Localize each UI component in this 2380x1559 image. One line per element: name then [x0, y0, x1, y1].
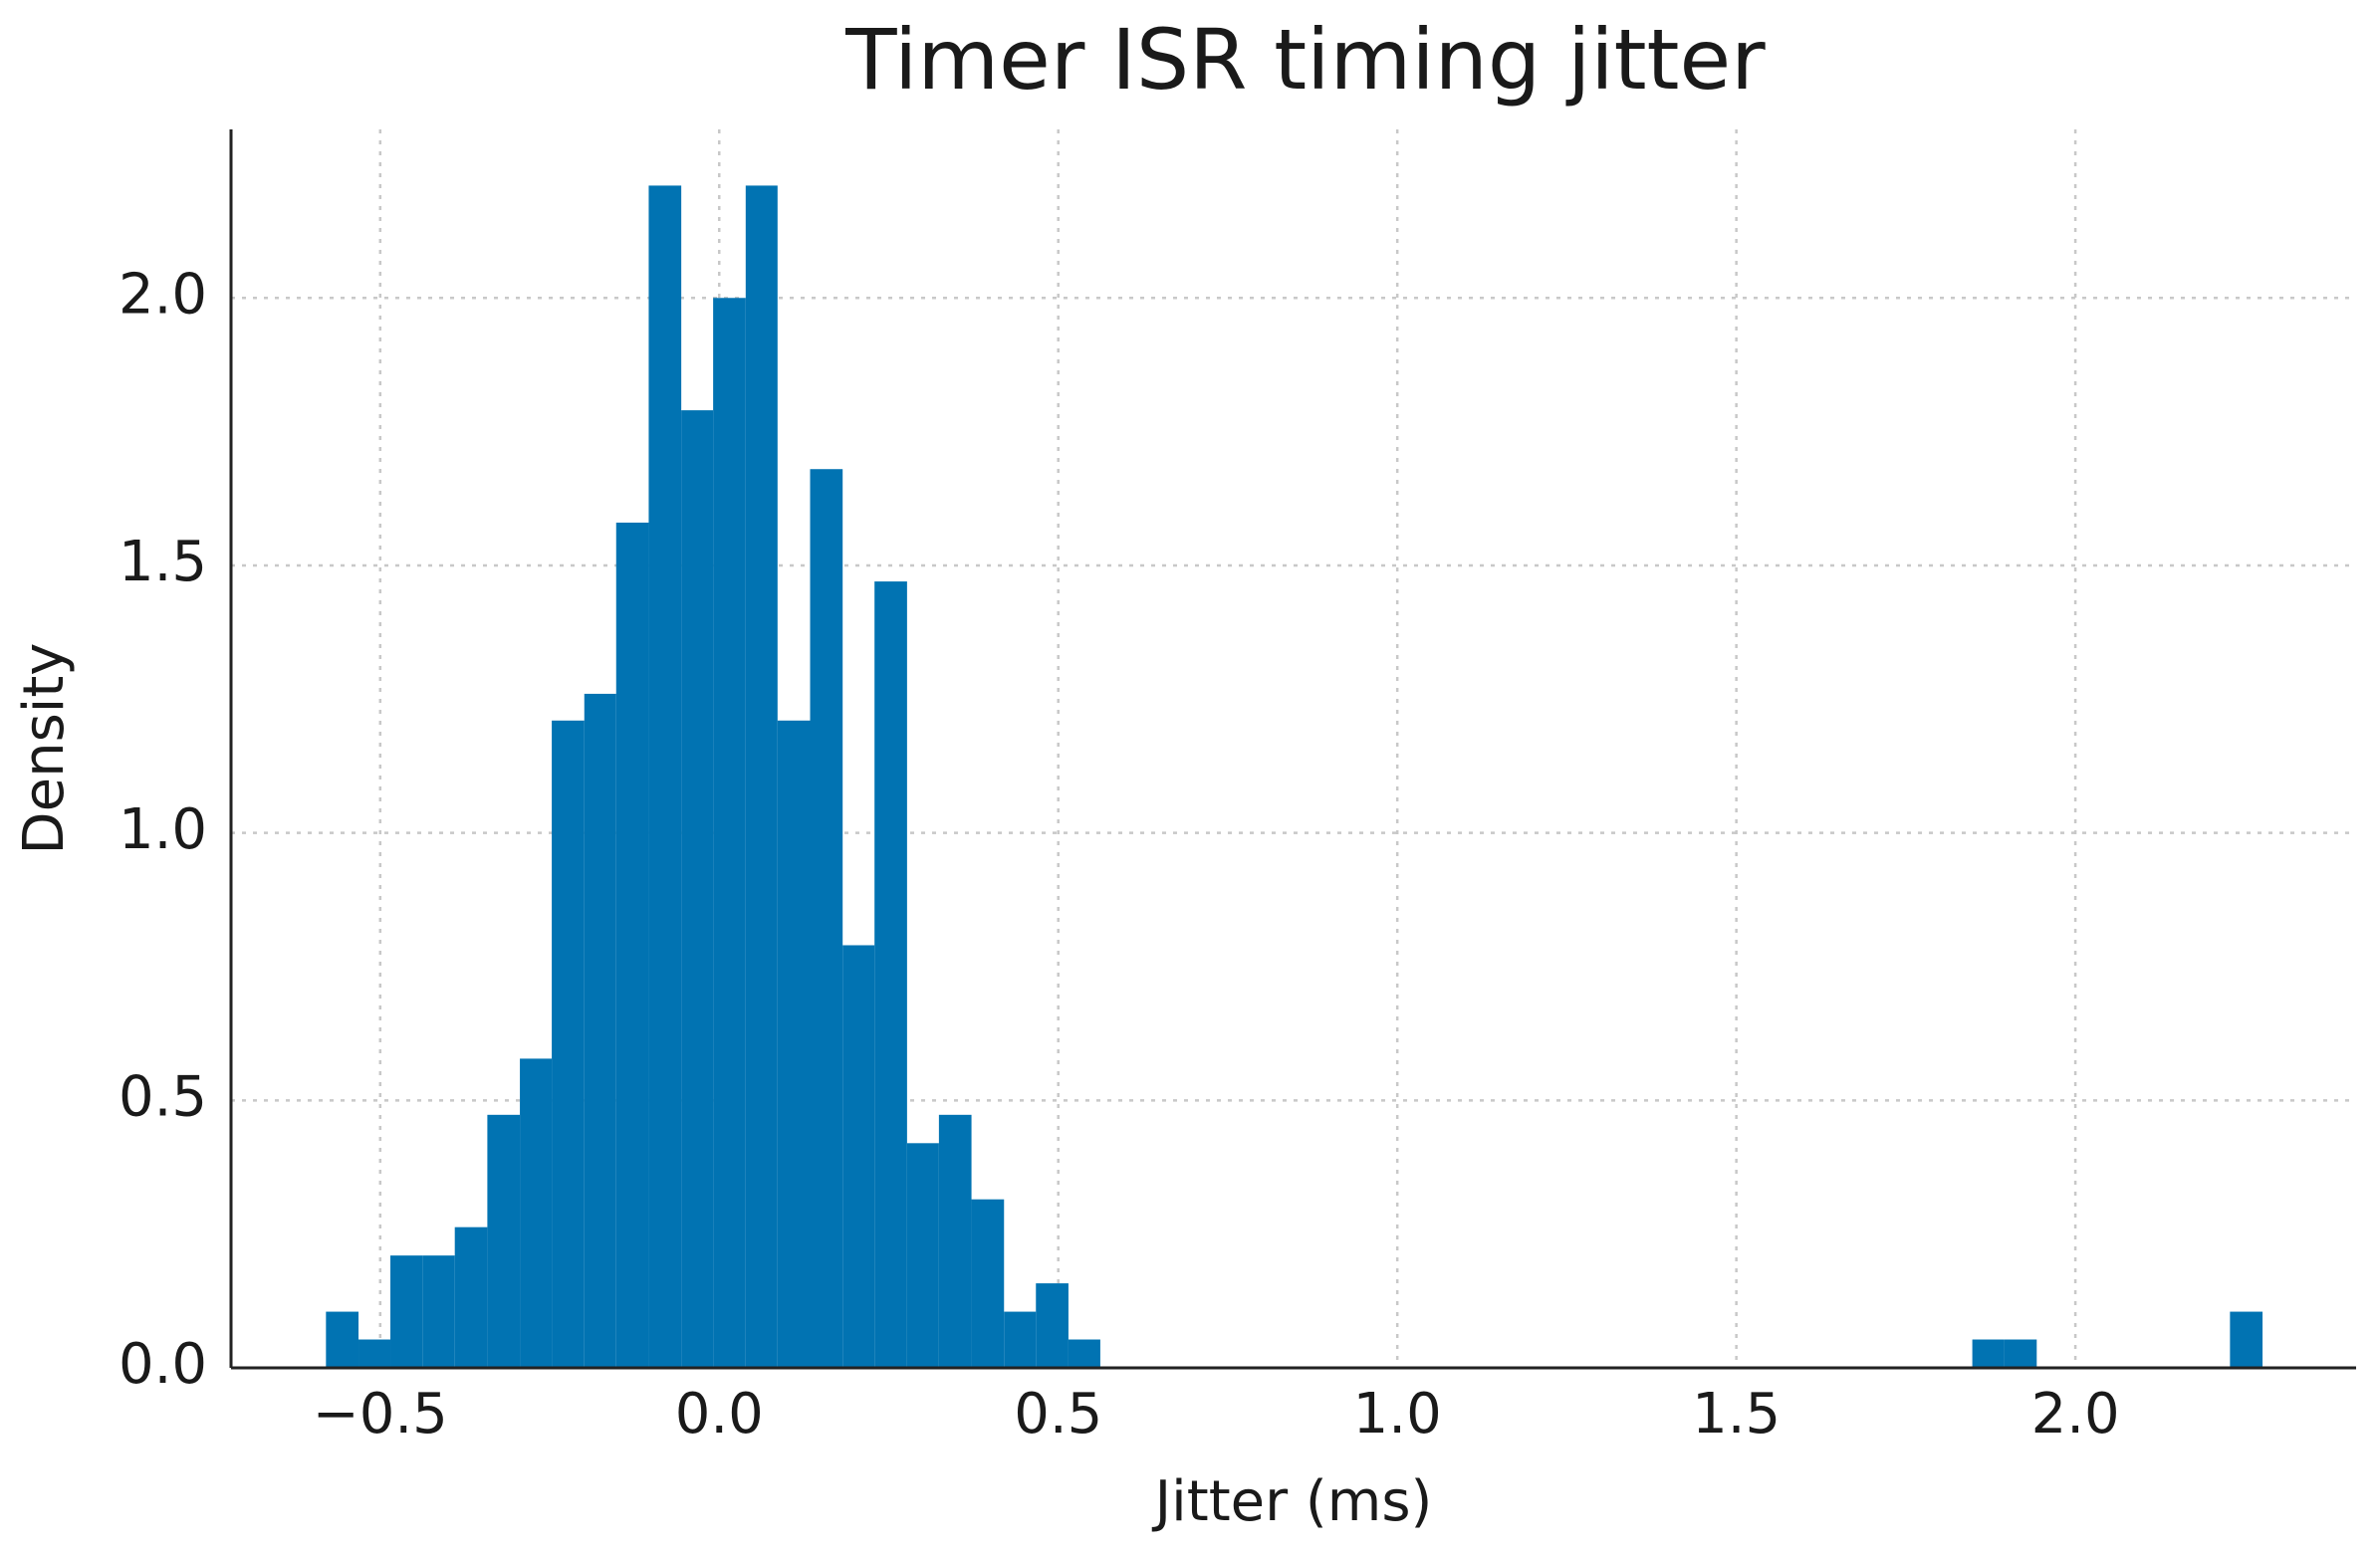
- bar: [454, 1226, 488, 1368]
- bar: [520, 1058, 553, 1368]
- bar: [648, 185, 682, 1368]
- bar: [938, 1114, 972, 1368]
- bar: [842, 945, 875, 1368]
- x-tick-label: −0.5: [313, 1382, 448, 1447]
- x-tick-label: 1.5: [1692, 1382, 1781, 1447]
- bar: [326, 1311, 359, 1368]
- bar: [552, 720, 585, 1368]
- bar: [584, 693, 616, 1368]
- x-tick-label: 2.0: [2031, 1382, 2120, 1447]
- bar: [810, 469, 843, 1368]
- bar: [777, 720, 811, 1368]
- bar: [906, 1143, 939, 1368]
- y-tick-label: 0.5: [119, 1064, 207, 1129]
- bar: [745, 185, 778, 1368]
- y-tick-label: 1.5: [119, 530, 207, 594]
- chart-title: Timer ISR timing jitter: [844, 11, 1766, 109]
- bar: [1004, 1311, 1037, 1368]
- bar: [487, 1114, 521, 1368]
- x-tick-label: 1.0: [1353, 1382, 1442, 1447]
- y-tick-label: 2.0: [119, 262, 207, 327]
- bar: [390, 1255, 423, 1368]
- y-tick-label: 0.0: [119, 1332, 207, 1397]
- bar: [971, 1199, 1005, 1368]
- bar: [1036, 1283, 1069, 1368]
- bar: [422, 1255, 455, 1368]
- y-tick-label: 1.0: [119, 797, 207, 862]
- bar: [615, 522, 649, 1368]
- bar: [874, 581, 907, 1368]
- bar: [1068, 1339, 1100, 1368]
- x-tick-label: 0.0: [675, 1382, 764, 1447]
- bar: [2004, 1339, 2037, 1368]
- bar: [681, 410, 714, 1368]
- y-axis-label: Density: [12, 643, 77, 855]
- x-axis-label: Jitter (ms): [1152, 1469, 1433, 1534]
- bar: [358, 1339, 391, 1368]
- x-tick-label: 0.5: [1014, 1382, 1102, 1447]
- bar: [713, 298, 746, 1368]
- bar: [1972, 1339, 2005, 1368]
- bar: [2230, 1311, 2263, 1368]
